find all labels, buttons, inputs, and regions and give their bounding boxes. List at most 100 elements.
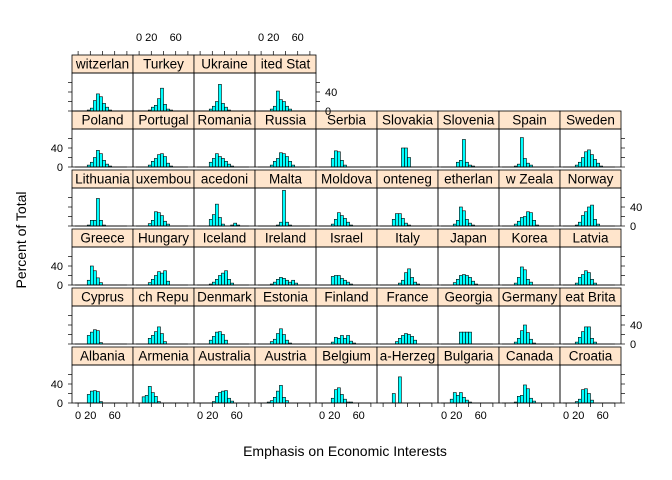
panel-frame-spain xyxy=(498,128,561,168)
bar-canada-6 xyxy=(520,395,524,404)
bar-romania-5 xyxy=(212,158,216,168)
strip-label-greece: Greece xyxy=(80,231,124,246)
bar-cyprus-4 xyxy=(86,335,91,345)
panel-poland: Poland xyxy=(71,110,134,168)
axes-group: 0 20 60 0 20 60 0 20 60 0 20 60 0 20 600 20 60 0 20 6004004… xyxy=(51,32,643,422)
bar-greece-4 xyxy=(86,279,91,286)
bar-israel-6 xyxy=(337,275,341,286)
bar-estonia-5 xyxy=(272,338,277,345)
panel-macedonia: acedoni xyxy=(193,169,256,227)
bar-bosnia-herzegovina-6 xyxy=(398,376,402,404)
bar-luxembourg-8 xyxy=(160,215,164,227)
bar-germany-7 xyxy=(523,324,527,345)
y-tick-label-left: 40 xyxy=(51,143,63,155)
bar-japan-5 xyxy=(455,278,460,286)
panel-frame-greece xyxy=(71,246,134,286)
bar-montenegro-6 xyxy=(398,213,402,227)
bar-romania-9 xyxy=(224,161,228,168)
strip-label-serbia: Serbia xyxy=(327,113,367,128)
bar-estonia-9 xyxy=(285,339,289,345)
panel-france: France xyxy=(376,287,439,345)
y-tick-label-left: 40 xyxy=(51,261,63,273)
x-tick-label: 0 xyxy=(197,410,203,422)
x-tick-label: 0 xyxy=(441,410,447,422)
bar-moldova-5 xyxy=(333,219,338,227)
panel-frame-macedonia xyxy=(193,187,256,227)
panel-serbia: Serbia xyxy=(315,110,378,168)
bar-armenia-4 xyxy=(147,386,152,404)
strip-label-slovenia: Slovenia xyxy=(443,113,495,128)
bar-germany-8 xyxy=(526,332,530,345)
bar-czech-republic-5 xyxy=(151,335,155,345)
bar-cyprus-5 xyxy=(90,331,94,345)
bar-new-zealand-8 xyxy=(526,211,530,227)
bar-ireland-11 xyxy=(291,279,295,286)
panel-turkey: Turkey xyxy=(132,54,195,112)
bar-canada-5 xyxy=(516,396,521,404)
bar-norway-6 xyxy=(581,215,585,227)
bar-poland-9 xyxy=(102,160,106,168)
bar-luxembourg-7 xyxy=(157,212,161,227)
bar-russia-6 xyxy=(276,158,280,168)
bar-ukraine-5 xyxy=(212,105,216,112)
bar-lithuania-7 xyxy=(96,198,100,227)
panel-canada: Canada xyxy=(498,346,561,404)
bar-estonia-7 xyxy=(279,328,283,345)
panel-slovenia: Slovenia xyxy=(437,110,500,168)
bar-russia-9 xyxy=(285,156,289,168)
panel-finland: Finland xyxy=(315,287,378,345)
panel-austria: Austria xyxy=(254,346,317,404)
strip-label-moldova: Moldova xyxy=(321,172,373,187)
bar-united-states-9 xyxy=(285,105,289,112)
bar-canada-7 xyxy=(523,384,527,404)
bar-romania-8 xyxy=(221,158,225,168)
panel-albania: Albania xyxy=(71,346,134,404)
bar-finland-5 xyxy=(333,337,338,345)
y-tick-label-right: 0 xyxy=(325,106,331,118)
strip-label-lithuania: Lithuania xyxy=(75,172,130,187)
bar-new-zealand-10 xyxy=(532,220,536,227)
bar-croatia-9 xyxy=(590,399,594,404)
bar-bulgaria-7 xyxy=(462,396,466,404)
bar-georgia-7 xyxy=(462,331,466,345)
bar-austria-6 xyxy=(276,390,280,404)
strip-label-finland: Finland xyxy=(324,290,368,305)
bar-italy-7 xyxy=(401,279,405,286)
bar-croatia-7 xyxy=(584,388,588,404)
bar-poland-6 xyxy=(93,157,97,168)
bar-macedonia-12 xyxy=(233,222,237,227)
bar-sweden-7 xyxy=(584,151,588,168)
x-axis-title: Emphasis on Economic Interests xyxy=(243,443,447,459)
panel-spain: Spain xyxy=(498,110,561,168)
panel-frame-cyprus xyxy=(71,305,134,345)
strip-label-poland: Poland xyxy=(81,113,123,128)
strip-label-czech-republic: ch Repu xyxy=(138,290,188,305)
bar-finland-9 xyxy=(346,335,350,345)
x-tick-label: 0 xyxy=(319,410,325,422)
bar-macedonia-7 xyxy=(218,217,222,227)
panel-luxembourg: uxembou xyxy=(132,169,195,227)
bar-new-zealand-5 xyxy=(516,220,521,227)
strip-label-denmark: Denmark xyxy=(197,290,252,305)
bar-malta-9 xyxy=(285,221,289,227)
bar-iceland-10 xyxy=(227,278,231,286)
bar-denmark-9 xyxy=(224,339,228,345)
strip-label-switzerland: witzerlan xyxy=(75,57,129,72)
bar-bulgaria-8 xyxy=(465,399,469,404)
bar-italy-10 xyxy=(410,277,414,286)
bar-israel-7 xyxy=(340,278,344,286)
bar-latvia-5 xyxy=(577,277,582,286)
bar-hungary-8 xyxy=(160,272,164,286)
bar-bulgaria-3 xyxy=(449,398,454,404)
strip-label-croatia: Croatia xyxy=(569,349,613,364)
x-tick-label-top: 60 xyxy=(292,32,304,44)
bar-israel-9 xyxy=(346,281,350,286)
bar-luxembourg-5 xyxy=(151,220,155,227)
x-tick-label: 20 xyxy=(450,410,462,422)
bar-luxembourg-6 xyxy=(154,211,158,227)
bar-russia-8 xyxy=(282,153,286,168)
y-tick-label-right: 0 xyxy=(630,339,636,351)
bar-sweden-11 xyxy=(596,162,600,168)
bar-hungary-7 xyxy=(157,271,161,286)
bar-slovakia-9 xyxy=(407,157,411,168)
